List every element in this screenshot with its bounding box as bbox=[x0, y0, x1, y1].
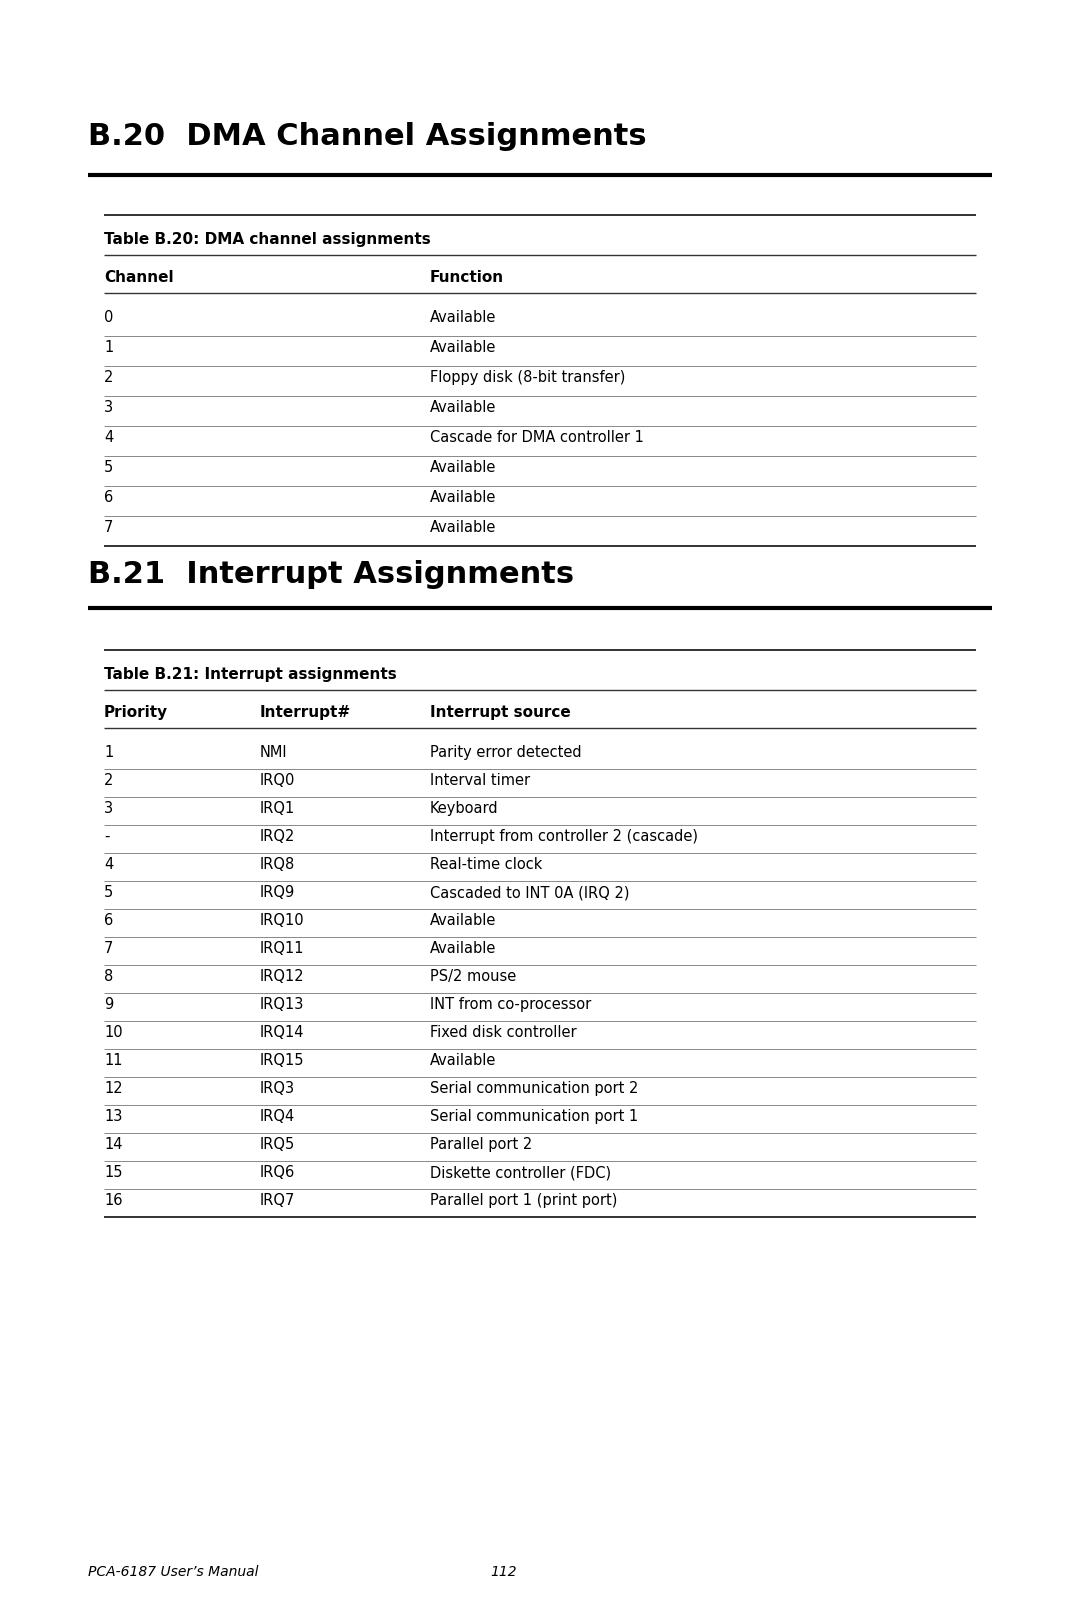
Text: 2: 2 bbox=[104, 774, 113, 788]
Text: IRQ13: IRQ13 bbox=[260, 998, 305, 1012]
Text: Available: Available bbox=[430, 941, 497, 955]
Text: Available: Available bbox=[430, 490, 497, 504]
Text: 12: 12 bbox=[104, 1080, 123, 1096]
Text: 4: 4 bbox=[104, 430, 113, 444]
Text: Fixed disk controller: Fixed disk controller bbox=[430, 1025, 577, 1040]
Text: Cascaded to INT 0A (IRQ 2): Cascaded to INT 0A (IRQ 2) bbox=[430, 886, 630, 900]
Text: Available: Available bbox=[430, 521, 497, 535]
Text: 1: 1 bbox=[104, 744, 113, 761]
Text: 2: 2 bbox=[104, 370, 113, 384]
Text: B.21  Interrupt Assignments: B.21 Interrupt Assignments bbox=[87, 560, 575, 589]
Text: Interval timer: Interval timer bbox=[430, 774, 530, 788]
Text: 6: 6 bbox=[104, 913, 113, 928]
Text: 5: 5 bbox=[104, 461, 113, 475]
Text: IRQ7: IRQ7 bbox=[260, 1194, 295, 1208]
Text: Keyboard: Keyboard bbox=[430, 801, 499, 816]
Text: 15: 15 bbox=[104, 1165, 122, 1179]
Text: 3: 3 bbox=[104, 801, 113, 816]
Text: 13: 13 bbox=[104, 1109, 122, 1124]
Text: IRQ3: IRQ3 bbox=[260, 1080, 295, 1096]
Text: Available: Available bbox=[430, 1053, 497, 1067]
Text: Serial communication port 2: Serial communication port 2 bbox=[430, 1080, 638, 1096]
Text: -: - bbox=[104, 829, 109, 843]
Text: 8: 8 bbox=[104, 968, 113, 985]
Text: Parallel port 2: Parallel port 2 bbox=[430, 1137, 532, 1152]
Text: Table B.21: Interrupt assignments: Table B.21: Interrupt assignments bbox=[104, 667, 396, 681]
Text: Available: Available bbox=[430, 310, 497, 324]
Text: Serial communication port 1: Serial communication port 1 bbox=[430, 1109, 638, 1124]
Text: 16: 16 bbox=[104, 1194, 122, 1208]
Text: 112: 112 bbox=[490, 1565, 516, 1578]
Text: IRQ6: IRQ6 bbox=[260, 1165, 295, 1179]
Text: IRQ1: IRQ1 bbox=[260, 801, 295, 816]
Text: Available: Available bbox=[430, 401, 497, 415]
Text: Diskette controller (FDC): Diskette controller (FDC) bbox=[430, 1165, 611, 1179]
Text: IRQ9: IRQ9 bbox=[260, 886, 295, 900]
Text: Parity error detected: Parity error detected bbox=[430, 744, 582, 761]
Text: 6: 6 bbox=[104, 490, 113, 504]
Text: PS/2 mouse: PS/2 mouse bbox=[430, 968, 516, 985]
Text: IRQ14: IRQ14 bbox=[260, 1025, 305, 1040]
Text: 5: 5 bbox=[104, 886, 113, 900]
Text: Real-time clock: Real-time clock bbox=[430, 856, 542, 873]
Text: 3: 3 bbox=[104, 401, 113, 415]
Text: Interrupt source: Interrupt source bbox=[430, 706, 570, 720]
Text: Function: Function bbox=[430, 269, 504, 285]
Text: IRQ4: IRQ4 bbox=[260, 1109, 295, 1124]
Text: 9: 9 bbox=[104, 998, 113, 1012]
Text: IRQ5: IRQ5 bbox=[260, 1137, 295, 1152]
Text: NMI: NMI bbox=[260, 744, 287, 761]
Text: IRQ12: IRQ12 bbox=[260, 968, 305, 985]
Text: Table B.20: DMA channel assignments: Table B.20: DMA channel assignments bbox=[104, 232, 431, 247]
Text: IRQ2: IRQ2 bbox=[260, 829, 295, 843]
Text: PCA-6187 User’s Manual: PCA-6187 User’s Manual bbox=[87, 1565, 258, 1578]
Text: IRQ10: IRQ10 bbox=[260, 913, 305, 928]
Text: 0: 0 bbox=[104, 310, 113, 324]
Text: Priority: Priority bbox=[104, 706, 168, 720]
Text: Channel: Channel bbox=[104, 269, 174, 285]
Text: IRQ15: IRQ15 bbox=[260, 1053, 305, 1067]
Text: 4: 4 bbox=[104, 856, 113, 873]
Text: IRQ0: IRQ0 bbox=[260, 774, 295, 788]
Text: Available: Available bbox=[430, 461, 497, 475]
Text: Available: Available bbox=[430, 913, 497, 928]
Text: 11: 11 bbox=[104, 1053, 122, 1067]
Text: 7: 7 bbox=[104, 941, 113, 955]
Text: IRQ8: IRQ8 bbox=[260, 856, 295, 873]
Text: 7: 7 bbox=[104, 521, 113, 535]
Text: 14: 14 bbox=[104, 1137, 122, 1152]
Text: 10: 10 bbox=[104, 1025, 123, 1040]
Text: 1: 1 bbox=[104, 341, 113, 355]
Text: IRQ11: IRQ11 bbox=[260, 941, 305, 955]
Text: Parallel port 1 (print port): Parallel port 1 (print port) bbox=[430, 1194, 618, 1208]
Text: INT from co-processor: INT from co-processor bbox=[430, 998, 591, 1012]
Text: Cascade for DMA controller 1: Cascade for DMA controller 1 bbox=[430, 430, 644, 444]
Text: Floppy disk (8-bit transfer): Floppy disk (8-bit transfer) bbox=[430, 370, 625, 384]
Text: Interrupt#: Interrupt# bbox=[260, 706, 351, 720]
Text: B.20  DMA Channel Assignments: B.20 DMA Channel Assignments bbox=[87, 122, 647, 151]
Text: Interrupt from controller 2 (cascade): Interrupt from controller 2 (cascade) bbox=[430, 829, 698, 843]
Text: Available: Available bbox=[430, 341, 497, 355]
